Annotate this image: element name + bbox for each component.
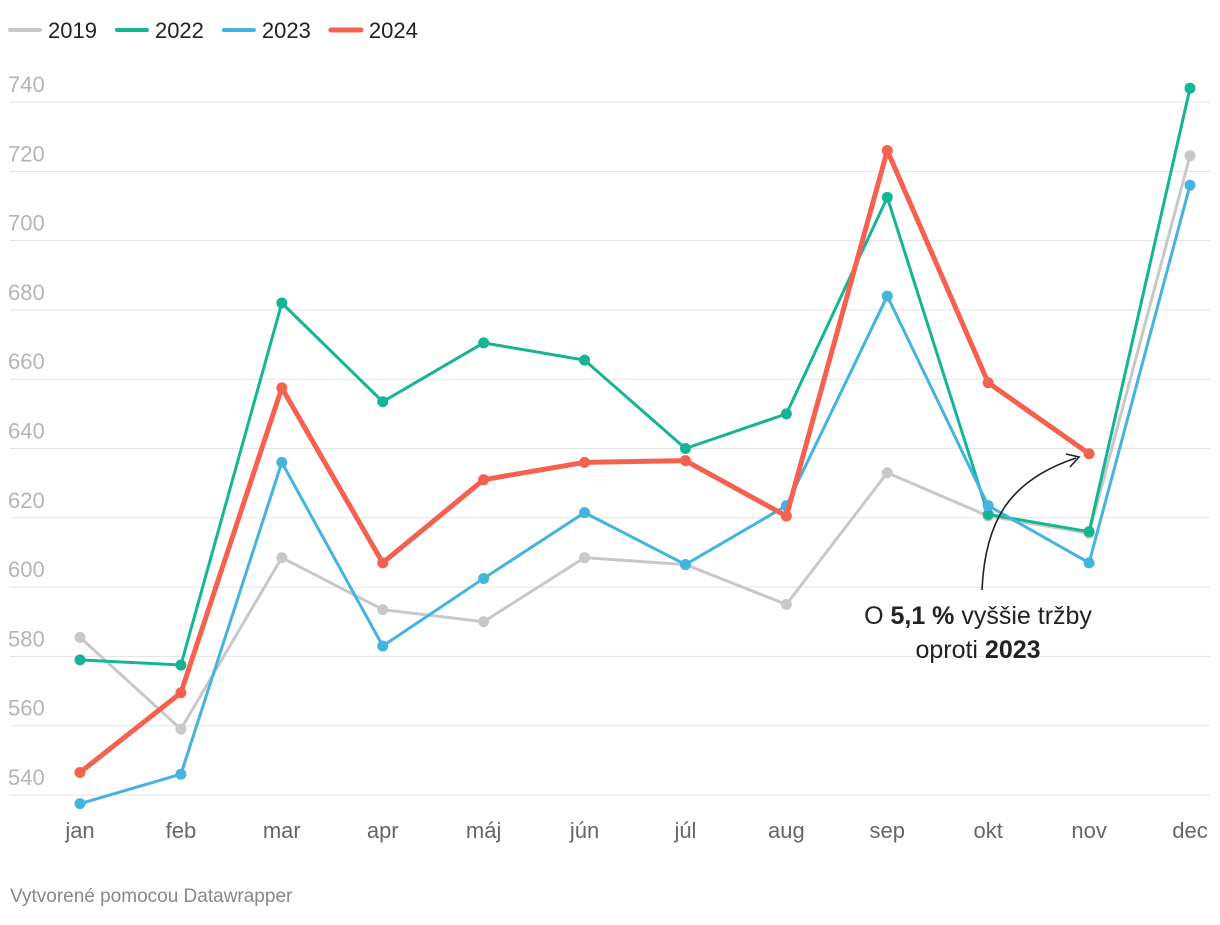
data-point: [982, 377, 994, 389]
data-point: [377, 640, 389, 652]
x-tick-label: aug: [768, 818, 805, 843]
y-tick-label: 620: [8, 488, 45, 513]
y-tick-label: 660: [8, 349, 45, 374]
data-point: [579, 354, 591, 366]
data-point: [377, 396, 389, 408]
data-point: [1184, 179, 1196, 191]
data-point: [478, 572, 490, 584]
lines: [74, 82, 1196, 810]
x-tick-label: jan: [64, 818, 94, 843]
data-point: [780, 408, 792, 420]
annotation-text: 5,1 %: [890, 602, 954, 630]
x-tick-label: mar: [263, 818, 301, 843]
data-point: [982, 508, 994, 520]
data-point: [881, 145, 893, 157]
annotation-text: vyššie tržby: [954, 602, 1092, 630]
data-point: [679, 443, 691, 455]
data-point: [579, 552, 591, 564]
data-point: [1184, 82, 1196, 94]
annotation-arrowhead: [1065, 453, 1081, 468]
legend-label: 2022: [155, 18, 204, 43]
legend-label: 2019: [48, 18, 97, 43]
legend-label: 2024: [369, 18, 418, 43]
data-point: [881, 467, 893, 479]
y-tick-label: 680: [8, 280, 45, 305]
data-point: [881, 191, 893, 203]
data-point: [74, 766, 86, 778]
data-point: [881, 290, 893, 302]
data-point: [175, 659, 187, 671]
annotation-text: O: [864, 602, 890, 630]
footer: Vytvorené pomocou Datawrapper: [10, 886, 293, 907]
x-tick-label: dec: [1172, 818, 1207, 843]
data-point: [478, 616, 490, 628]
data-point: [1083, 557, 1095, 569]
data-point: [74, 798, 86, 810]
annotation: oproti 2023: [915, 636, 1040, 664]
data-point: [276, 297, 288, 309]
data-point: [377, 604, 389, 616]
grid: 540 560 580 600 620 640 660 680 700 720 740 jan feb m…: [8, 72, 1210, 843]
data-point: [377, 557, 389, 569]
y-tick-label: 700: [8, 211, 45, 236]
y-tick-label: 560: [8, 696, 45, 721]
annotation: O 5,1 % vyššie tržby: [864, 602, 1092, 630]
y-tick-label: 600: [8, 557, 45, 582]
data-point: [780, 598, 792, 610]
data-point: [276, 456, 288, 468]
data-point: [74, 631, 86, 643]
y-tick-label: 640: [8, 419, 45, 444]
x-tick-label: apr: [367, 818, 399, 843]
x-tick-label: máj: [466, 818, 501, 843]
x-tick-label: nov: [1071, 818, 1106, 843]
series-line: [78, 183, 1192, 806]
y-tick-label: 720: [8, 141, 45, 166]
y-tick-label: 540: [8, 765, 45, 790]
annotation-text: oproti: [915, 636, 984, 664]
data-point: [982, 500, 994, 512]
x-tick-label: feb: [166, 818, 197, 843]
y-tick-label: 740: [8, 72, 45, 97]
data-point: [780, 510, 792, 522]
x-tick-label: sep: [870, 818, 905, 843]
data-point: [74, 654, 86, 666]
data-point: [478, 474, 490, 486]
data-point: [175, 723, 187, 735]
data-point: [579, 456, 591, 468]
data-point: [276, 552, 288, 564]
data-point: [1083, 526, 1095, 538]
x-tick-label: okt: [974, 818, 1003, 843]
data-point: [1083, 448, 1095, 460]
data-point: [1184, 150, 1196, 162]
data-point: [579, 507, 591, 519]
data-point: [478, 337, 490, 349]
annotation-arrow: [981, 457, 1077, 591]
legend-label: 2023: [262, 18, 311, 43]
y-tick-label: 580: [8, 626, 45, 651]
data-point: [679, 455, 691, 467]
data-point: [175, 687, 187, 699]
series-line: [78, 86, 1192, 667]
series-line: [78, 154, 1192, 731]
data-point: [679, 559, 691, 571]
x-tick-label: júl: [673, 818, 696, 843]
data-point: [175, 768, 187, 780]
data-point: [276, 382, 288, 394]
x-tick-label: jún: [569, 818, 599, 843]
annotation-text: 2023: [985, 636, 1041, 664]
